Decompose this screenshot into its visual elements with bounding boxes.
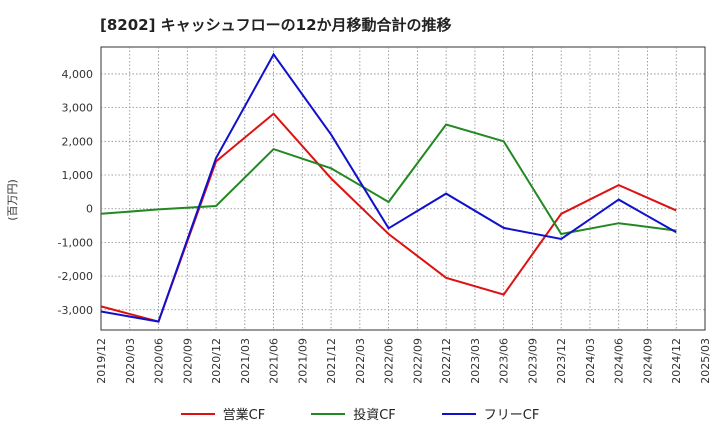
x-tick-label: 2020/03 xyxy=(124,338,137,384)
x-tick-label: 2021/06 xyxy=(268,338,281,384)
y-tick-label: 1,000 xyxy=(62,169,94,182)
y-tick-label: -1,000 xyxy=(58,236,93,249)
x-tick-label: 2021/03 xyxy=(239,338,252,384)
legend-swatch-operating-cf xyxy=(180,412,215,415)
x-tick-label: 2021/12 xyxy=(325,338,338,384)
y-tick-label: 2,000 xyxy=(62,135,94,148)
x-tick-label: 2019/12 xyxy=(95,338,108,384)
legend-item-operating-cf: 営業CF xyxy=(180,404,266,423)
x-tick-label: 2020/09 xyxy=(181,338,194,384)
y-tick-label: 0 xyxy=(86,203,93,216)
chart-title: [8202] キャッシュフローの12か月移動合計の推移 xyxy=(100,16,452,34)
x-tick-label: 2024/12 xyxy=(670,338,683,384)
legend-label-free-cf: フリーCF xyxy=(483,408,540,423)
series-line-free-cf xyxy=(100,52,677,323)
x-tick-label: 2024/06 xyxy=(613,338,626,384)
x-tick-label: 2022/12 xyxy=(440,338,453,384)
y-tick-label: 4,000 xyxy=(62,68,94,81)
x-tick-label: 2020/12 xyxy=(210,338,223,384)
legend-swatch-investing-cf xyxy=(311,412,346,415)
x-tick-label: 2023/12 xyxy=(555,338,568,384)
legend-item-investing-cf: 投資CF xyxy=(311,404,396,423)
plot-frame xyxy=(100,46,706,331)
chart-legend: 営業CF 投資CF フリーCF xyxy=(0,404,720,423)
x-tick-label: 2025/03 xyxy=(699,338,712,384)
x-tick-label: 2020/06 xyxy=(153,338,166,384)
legend-label-operating-cf: 営業CF xyxy=(222,408,266,423)
x-tick-label: 2023/03 xyxy=(469,338,482,384)
legend-swatch-free-cf xyxy=(441,412,476,415)
x-tick-label: 2023/06 xyxy=(498,338,511,384)
x-tick-label: 2022/06 xyxy=(383,338,396,384)
y-tick-label: -2,000 xyxy=(58,270,93,283)
legend-item-free-cf: フリーCF xyxy=(441,404,540,423)
y-tick-label: -3,000 xyxy=(58,304,93,317)
y-axis-label: (百万円) xyxy=(6,179,19,221)
x-tick-label: 2024/03 xyxy=(584,338,597,384)
y-tick-label: 3,000 xyxy=(62,102,94,115)
legend-label-investing-cf: 投資CF xyxy=(353,408,396,423)
x-tick-label: 2023/09 xyxy=(526,338,539,384)
x-tick-label: 2022/09 xyxy=(411,338,424,384)
x-tick-label: 2021/09 xyxy=(296,338,309,384)
x-tick-label: 2022/03 xyxy=(354,338,367,384)
x-tick-label: 2024/09 xyxy=(641,338,654,384)
series-line-investing-cf xyxy=(100,123,677,236)
